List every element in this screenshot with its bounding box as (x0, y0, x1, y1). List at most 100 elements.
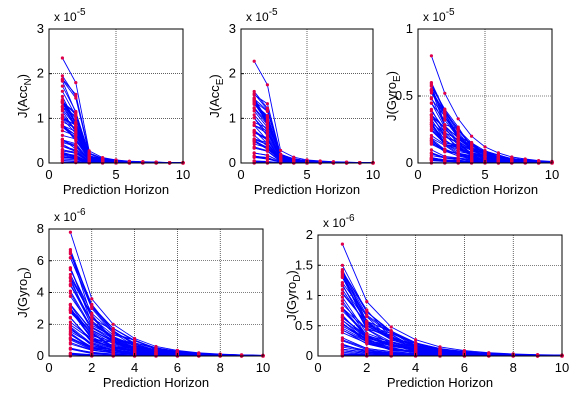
y-tick-label: 2 (306, 227, 313, 242)
data-point (252, 100, 256, 104)
data-point (443, 118, 447, 122)
y-axis-label-sub: D (23, 272, 34, 279)
y-tick-label: 3 (229, 21, 236, 36)
y-axis-label: J(GyroD) (284, 270, 303, 321)
exponent-power: -5 (446, 7, 455, 18)
chart-panel-2: 0 5 10 0 1 2 3 x 10-5 Prediction Horizon J(AccE) (207, 7, 380, 197)
data-point (60, 138, 64, 142)
data-point (429, 139, 433, 143)
x-tick-label: 0 (45, 167, 52, 182)
data-point (68, 256, 72, 260)
data-point (252, 142, 256, 146)
data-point (90, 325, 94, 329)
data-point (429, 101, 433, 105)
data-point (389, 348, 393, 353)
data-point (483, 151, 487, 155)
data-point (443, 143, 447, 148)
exponent-label: x 10-5 (54, 7, 86, 24)
data-point (68, 230, 72, 234)
data-point (90, 306, 94, 311)
data-point (483, 145, 487, 149)
data-point (365, 310, 369, 314)
data-point (389, 334, 393, 338)
data-point (365, 319, 369, 323)
x-tick-label: 10 (545, 167, 559, 182)
exponent-power: -5 (269, 7, 278, 18)
exponent-power: -6 (346, 213, 355, 224)
data-point (133, 350, 137, 354)
y-axis-label-close: ) (284, 270, 299, 274)
y-axis-label-sub: E (392, 75, 403, 82)
data-point (60, 113, 64, 117)
data-point (74, 130, 78, 134)
y-tick-label: 0 (37, 348, 44, 363)
y-axis-label-main: J(Gyro (284, 282, 299, 321)
data-point (252, 109, 256, 113)
data-point (133, 338, 137, 342)
data-point (340, 275, 344, 279)
data-point (429, 96, 433, 100)
data-point (74, 117, 78, 121)
data-point (133, 344, 137, 348)
data-point (443, 111, 447, 115)
data-point (74, 96, 78, 100)
exponent-label: x 10-5 (246, 7, 278, 24)
data-point (265, 141, 269, 146)
data-point (60, 155, 64, 159)
data-point (111, 328, 115, 332)
data-point (74, 133, 78, 137)
data-point (90, 346, 94, 350)
data-point (279, 156, 283, 160)
y-axis-label: J(AccN) (15, 74, 34, 118)
x-tick-label: 6 (461, 360, 468, 375)
y-tick-label: 8 (37, 221, 44, 236)
data-point (90, 337, 94, 341)
data-point (340, 326, 344, 330)
data-point (496, 157, 500, 162)
data-point (60, 129, 64, 133)
data-point (456, 147, 460, 151)
data-point (536, 353, 540, 357)
data-point (340, 318, 344, 322)
data-point (340, 331, 344, 335)
x-tick-label: 10 (176, 167, 190, 182)
data-point (90, 342, 94, 346)
data-point (90, 330, 94, 335)
data-point (60, 116, 64, 120)
x-tick-label: 10 (256, 360, 270, 375)
exponent-power: -6 (77, 207, 86, 218)
x-axis-label: Prediction Horizon (387, 375, 493, 390)
y-axis-label-main: J(Gyro (384, 82, 399, 121)
y-tick-label: 1 (306, 288, 313, 303)
data-point (429, 54, 433, 58)
data-point (340, 295, 344, 299)
data-point (265, 129, 269, 133)
y-axis-label-sub: E (215, 78, 226, 85)
data-point (68, 306, 72, 310)
data-point (111, 340, 115, 344)
x-tick-label: 0 (314, 360, 321, 375)
data-point (292, 158, 296, 162)
x-tick-label: 5 (112, 167, 119, 182)
data-point (68, 331, 72, 335)
data-point (340, 338, 344, 342)
data-point (456, 117, 460, 121)
data-point (60, 147, 64, 152)
y-tick-label: 0.5 (395, 88, 413, 103)
data-point (68, 341, 72, 345)
data-point (443, 156, 447, 160)
data-point (265, 145, 269, 150)
y-tick-label: 1 (406, 21, 413, 36)
data-point (252, 59, 256, 63)
y-tick-label: 1 (229, 110, 236, 125)
data-point (68, 279, 72, 283)
data-point (443, 107, 447, 111)
chart-panel-4: 0 2 4 6 8 10 0 2 4 6 8 x 10-6 Prediction Horizon J(Gy… (15, 207, 270, 390)
data-point (365, 333, 369, 337)
exponent-base: x 10 (54, 210, 77, 224)
data-point (60, 101, 64, 105)
data-point (60, 120, 64, 124)
x-tick-label: 10 (555, 360, 569, 375)
data-point (74, 114, 78, 118)
data-point (90, 311, 94, 315)
